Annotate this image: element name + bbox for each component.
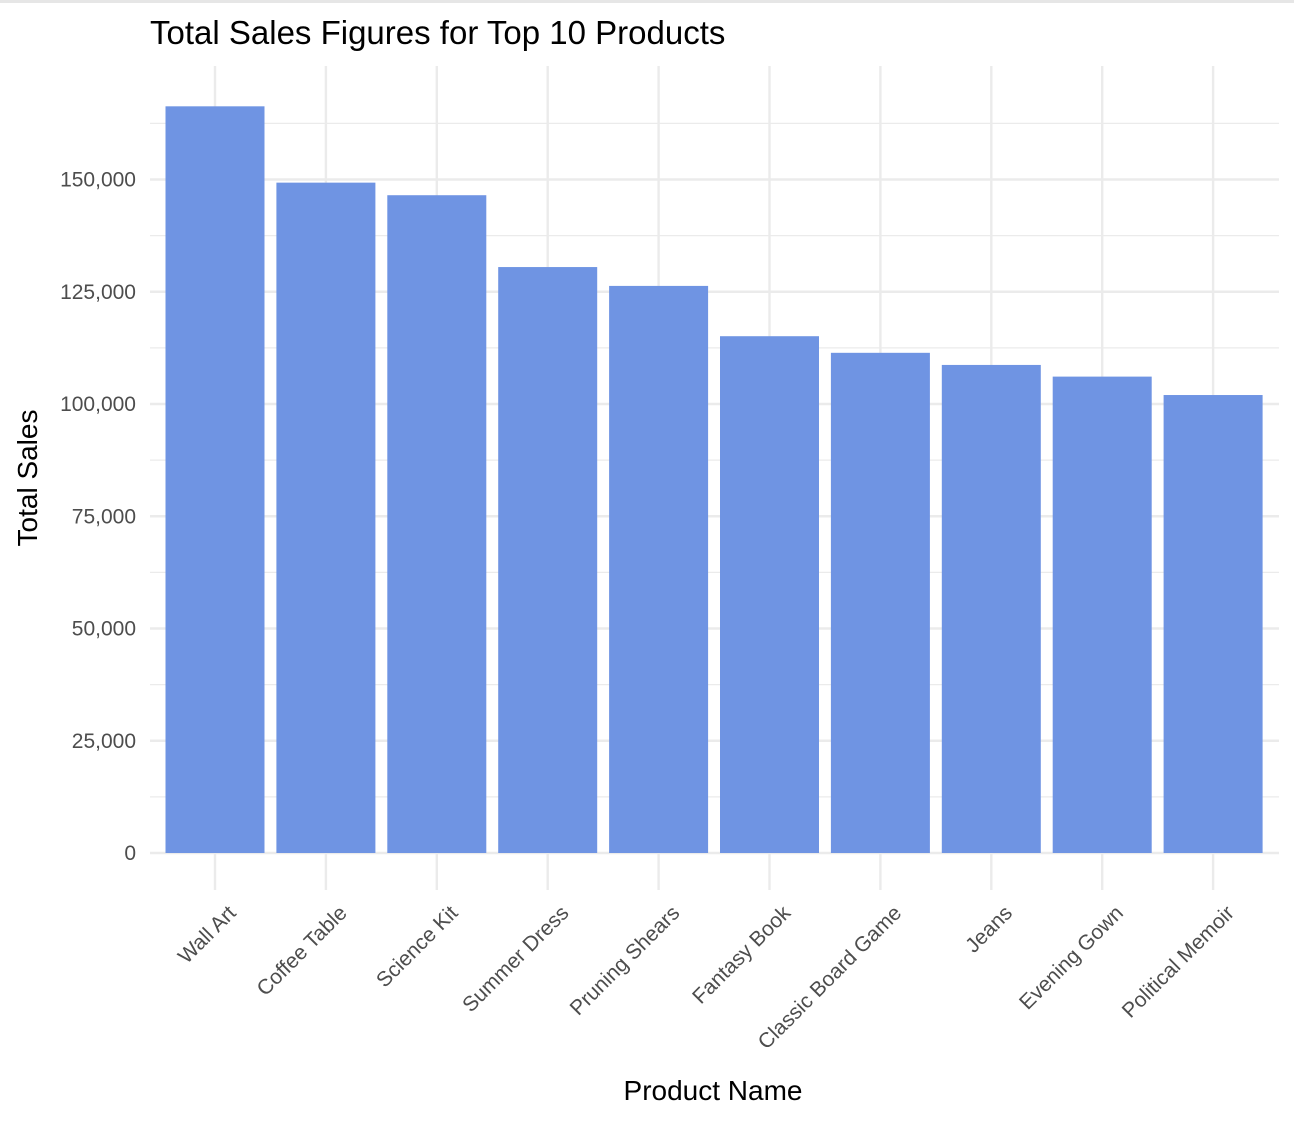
bar [1163, 395, 1263, 853]
x-tick-label: Coffee Table [253, 901, 352, 1000]
x-tick-label: Pruning Shears [566, 901, 685, 1020]
y-tick-label: 100,000 [60, 393, 136, 416]
x-tick-label: Fantasy Book [688, 901, 795, 1008]
y-axis-ticks: 0 25,000 50,000 75,000 100,000 125,000 150,000 [60, 169, 136, 866]
bar [498, 267, 598, 853]
x-tick-label: Summer Dress [458, 901, 573, 1016]
x-tick-label: Evening Gown [1015, 901, 1128, 1014]
y-tick-label: 150,000 [60, 169, 136, 192]
y-tick-label: 125,000 [60, 281, 136, 304]
x-tick-label: Wall Art [174, 901, 241, 968]
x-axis-label: Product Name [623, 1075, 803, 1106]
bar [276, 182, 376, 853]
y-tick-label: 0 [124, 842, 136, 865]
bar [609, 285, 709, 854]
bar [941, 364, 1041, 853]
bar [165, 106, 265, 854]
bars [165, 106, 1263, 854]
x-tick-label: Jeans [961, 901, 1017, 957]
bar [830, 352, 930, 853]
y-axis-label: Total Sales [12, 409, 43, 547]
bar [387, 195, 487, 854]
y-tick-label: 25,000 [72, 730, 136, 753]
top-border [0, 0, 1294, 3]
bar [720, 336, 819, 853]
chart-title: Total Sales Figures for Top 10 Products [150, 14, 726, 51]
y-tick-label: 75,000 [72, 505, 136, 528]
x-tick-label: Political Memoir [1118, 901, 1239, 1022]
bar [1052, 376, 1152, 853]
x-tick-label: Science Kit [372, 901, 463, 992]
y-tick-label: 50,000 [72, 618, 136, 641]
